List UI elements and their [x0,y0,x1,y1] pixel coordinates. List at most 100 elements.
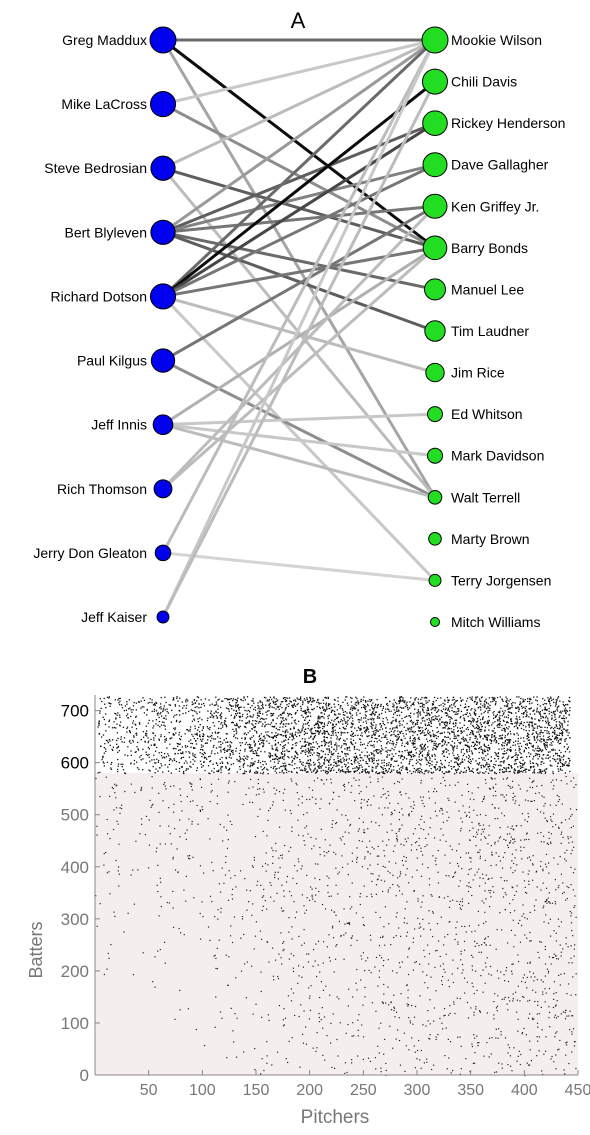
scatter-point [300,696,301,697]
scatter-point [256,755,257,756]
scatter-point [430,763,431,764]
scatter-point [239,766,240,767]
scatter-point [222,726,223,727]
scatter-point [457,764,458,765]
scatter-point [139,756,140,757]
scatter-point [155,769,156,770]
scatter-point [401,756,402,757]
scatter-point [508,700,509,701]
scatter-point [337,996,338,997]
scatter-point [389,768,390,769]
scatter-point [208,773,209,774]
scatter-point [279,709,280,710]
scatter-point [459,742,460,743]
scatter-point [342,720,343,721]
scatter-point [309,766,310,767]
scatter-point [534,770,535,771]
scatter-point [101,759,102,760]
scatter-point [365,700,366,701]
scatter-point [236,711,237,712]
scatter-point [497,697,498,698]
scatter-point [418,770,419,771]
scatter-point [423,717,424,718]
scatter-point [117,771,118,772]
scatter-point [387,719,388,720]
scatter-point [459,1037,460,1038]
scatter-point [259,736,260,737]
scatter-point [419,772,420,773]
scatter-point [463,749,464,750]
scatter-point [510,723,511,724]
scatter-point [326,707,327,708]
scatter-point [557,737,558,738]
scatter-point [202,730,203,731]
scatter-point [458,758,459,759]
scatter-point [553,712,554,713]
scatter-point [516,716,517,717]
scatter-point [468,746,469,747]
scatter-point [329,760,330,761]
scatter-point [512,702,513,703]
scatter-point [109,796,110,797]
scatter-point [411,727,412,728]
scatter-point [301,745,302,746]
scatter-point [453,699,454,700]
scatter-point [564,720,565,721]
scatter-point [558,828,559,829]
scatter-point [275,740,276,741]
scatter-point [186,768,187,769]
scatter-point [376,884,377,885]
scatter-point [428,1020,429,1021]
scatter-point [385,751,386,752]
scatter-point [364,799,365,800]
scatter-point [459,843,460,844]
scatter-point [188,741,189,742]
scatter-point [490,743,491,744]
scatter-point [516,891,517,892]
scatter-point [477,702,478,703]
scatter-point [263,743,264,744]
scatter-point [396,708,397,709]
scatter-point [546,716,547,717]
scatter-point [429,999,430,1000]
scatter-point [420,771,421,772]
scatter-point [507,722,508,723]
scatter-point [337,697,338,698]
scatter-point [114,727,115,728]
scatter-point [379,717,380,718]
scatter-point [259,721,260,722]
scatter-point [434,754,435,755]
scatter-point [474,874,475,875]
scatter-point [336,822,337,823]
scatter-point [235,705,236,706]
scatter-point [178,744,179,745]
scatter-point [435,755,436,756]
scatter-point [371,699,372,700]
scatter-point [471,745,472,746]
scatter-point [97,926,98,927]
scatter-point [168,712,169,713]
scatter-point [232,889,233,890]
scatter-point [302,738,303,739]
scatter-point [297,704,298,705]
scatter-point [315,838,316,839]
scatter-point [447,709,448,710]
scatter-point [495,764,496,765]
scatter-point [382,749,383,750]
scatter-point [453,726,454,727]
batter-node [431,618,440,627]
scatter-point [220,768,221,769]
scatter-point [323,703,324,704]
scatter-point [547,744,548,745]
scatter-point [279,706,280,707]
scatter-point [384,737,385,738]
scatter-point [227,745,228,746]
scatter-point [445,760,446,761]
scatter-point [343,908,344,909]
scatter-point [302,762,303,763]
scatter-point [273,696,274,697]
scatter-point [322,904,323,905]
scatter-point [373,763,374,764]
scatter-point [387,705,388,706]
scatter-point [480,729,481,730]
